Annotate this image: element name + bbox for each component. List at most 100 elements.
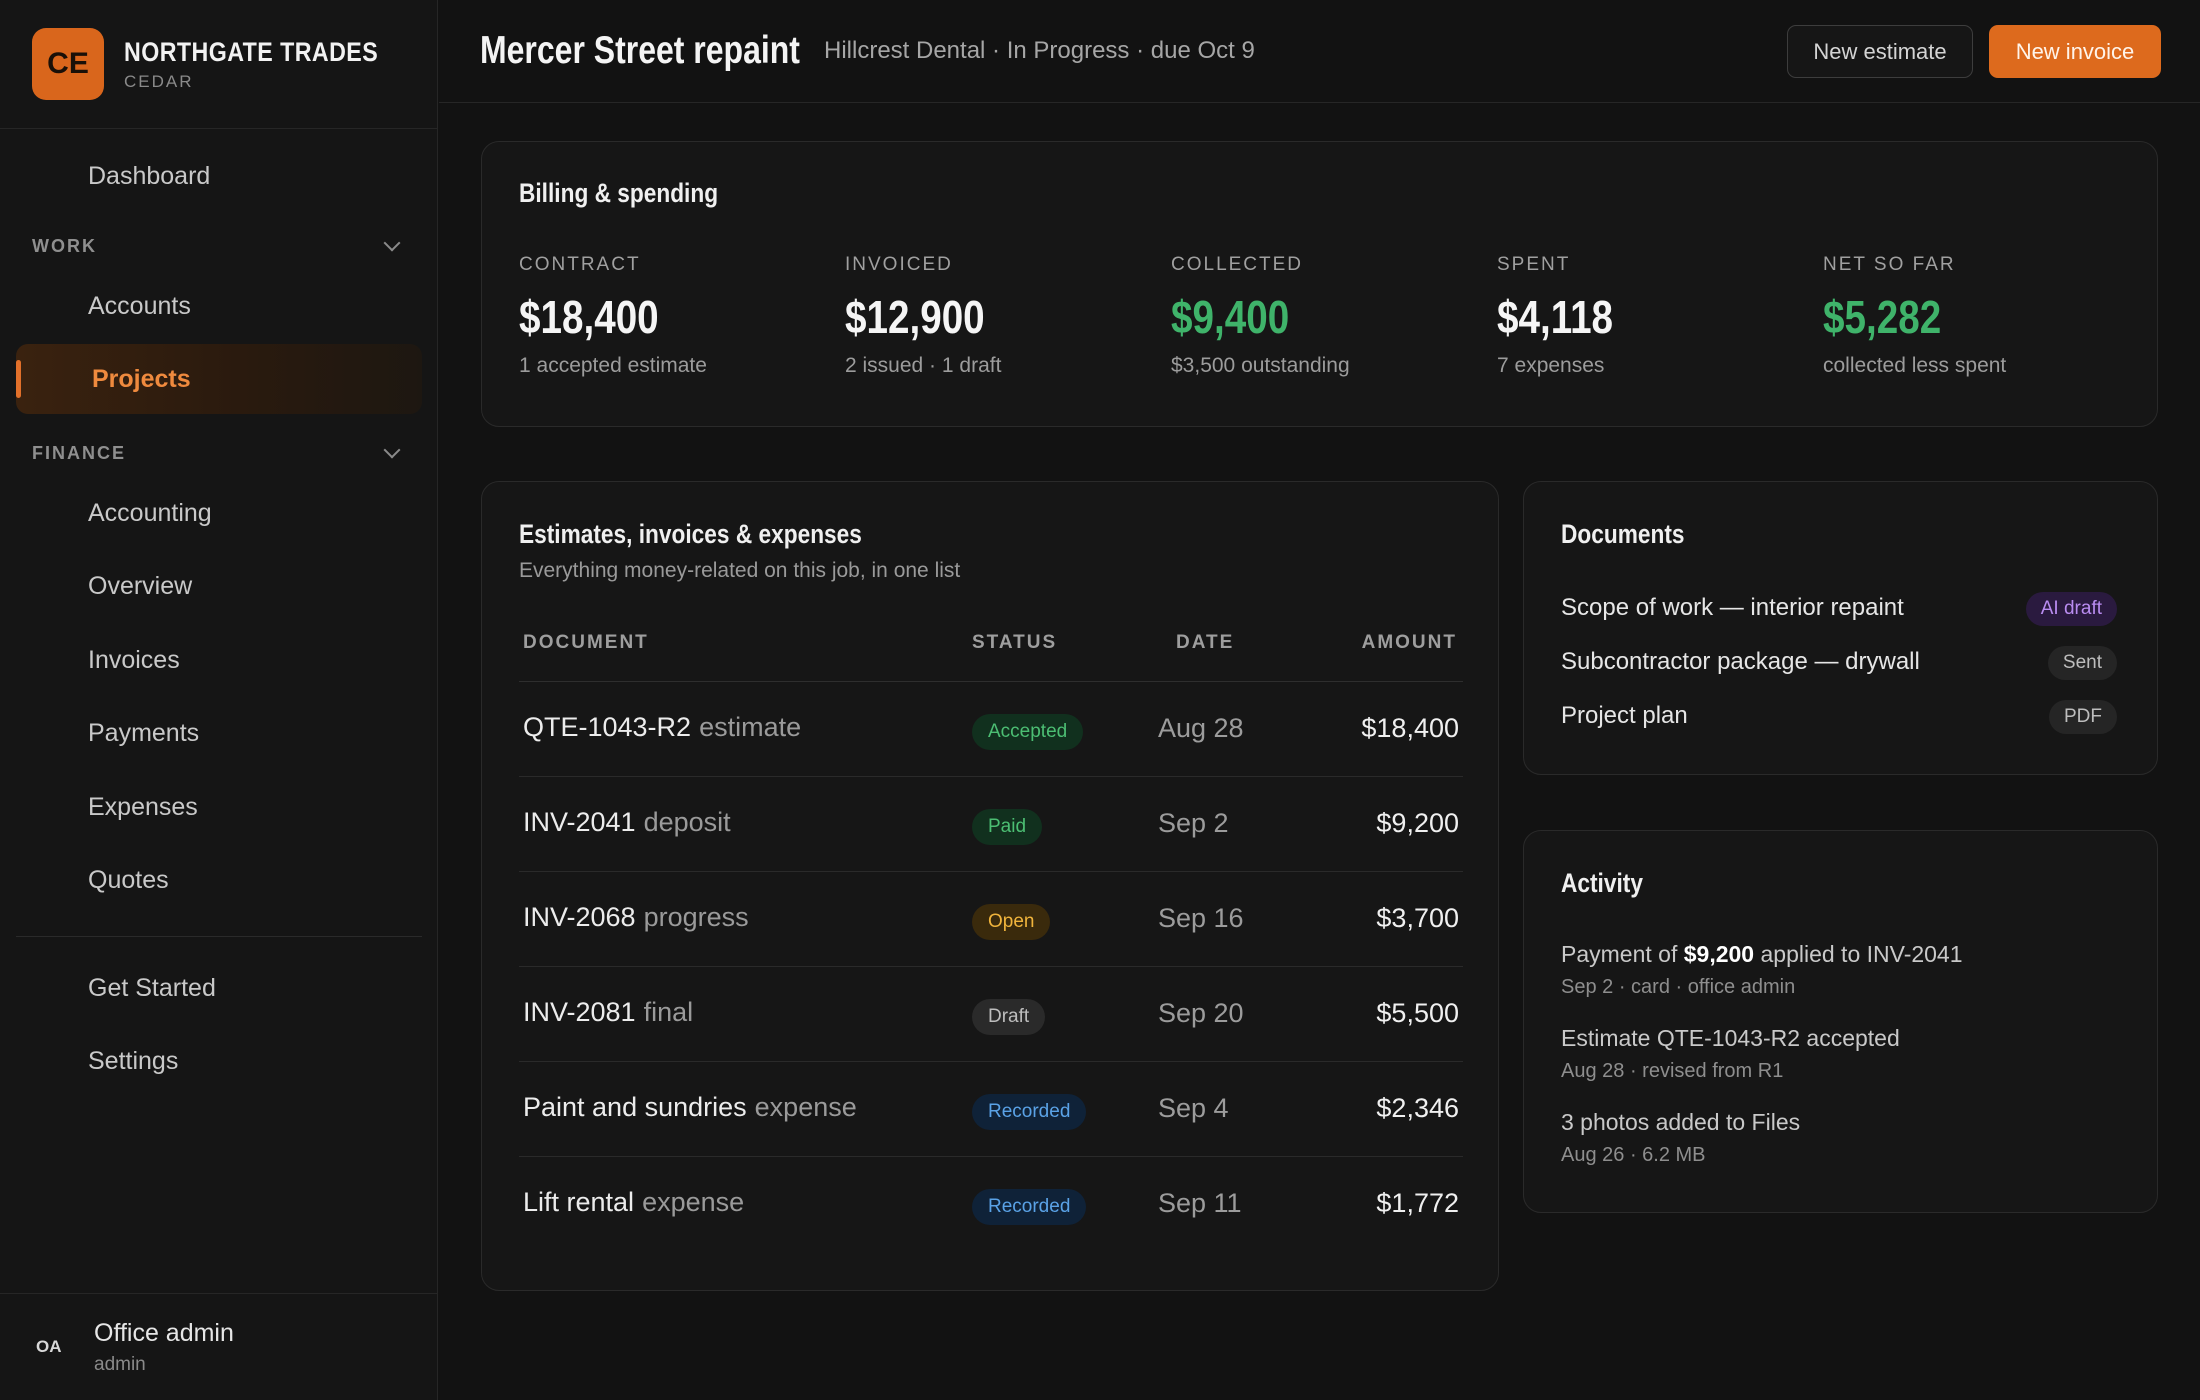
- metric-note: 2 issued · 1 draft: [845, 354, 1002, 377]
- activity-meta: Sep 2 · card · office admin: [1561, 976, 1796, 998]
- document-amount: $2,346: [1376, 1093, 1459, 1123]
- sidebar-divider: [16, 936, 422, 937]
- documents-title: Documents: [1561, 519, 1685, 549]
- document-amount: $18,400: [1361, 713, 1459, 743]
- document-item[interactable]: Scope of work — interior repaint AI draf…: [1561, 588, 2117, 628]
- activity-item: 3 photos added to Files Aug 26 · 6.2 MB: [1561, 1109, 2121, 1167]
- chevron-down-icon: [383, 441, 401, 459]
- metric-net: NET SO FAR $5,282 collected less spent: [1823, 254, 2123, 378]
- metric-value: $18,400: [519, 291, 659, 343]
- table-row[interactable]: INV-2068 progress Open Sep 16 $3,700: [519, 872, 1463, 967]
- document-kind: progress: [643, 902, 749, 932]
- status-badge: Paid: [972, 809, 1043, 845]
- sidebar-item-payments[interactable]: Payments: [88, 718, 200, 747]
- document-kind: estimate: [699, 712, 802, 742]
- metric-label: COLLECTED: [1171, 254, 1304, 275]
- metric-spent: SPENT $4,118 7 expenses: [1497, 254, 1797, 378]
- status-badge: Recorded: [972, 1094, 1087, 1130]
- sidebar-item-invoices[interactable]: Invoices: [88, 645, 180, 674]
- document-date: Aug 28: [1158, 713, 1244, 743]
- billing-title: Billing & spending: [519, 178, 719, 208]
- metric-note: 1 accepted estimate: [519, 354, 707, 377]
- metric-invoiced: INVOICED $12,900 2 issued · 1 draft: [845, 254, 1145, 378]
- ledger-subtitle: Everything money-related on this job, in…: [519, 559, 961, 582]
- column-header-document[interactable]: DOCUMENT: [523, 632, 649, 653]
- sidebar: CE NORTHGATE TRADES CEDAR Dashboard WORK…: [0, 0, 438, 1400]
- activity-text: 3 photos added to Files: [1561, 1109, 1801, 1135]
- status-badge: Recorded: [972, 1189, 1087, 1225]
- sidebar-section-finance[interactable]: FINANCE: [32, 438, 406, 468]
- metric-note: 7 expenses: [1497, 354, 1605, 377]
- activity-item: Estimate QTE-1043-R2 accepted Aug 28 · r…: [1561, 1025, 2121, 1083]
- status-badge: Draft: [972, 999, 1046, 1035]
- brand-name: NORTHGATE TRADES: [124, 36, 379, 67]
- document-id: INV-2081: [523, 997, 636, 1027]
- document-item[interactable]: Subcontractor package — drywall Sent: [1561, 642, 2117, 682]
- table-row[interactable]: Lift rental expense Recorded Sep 11 $1,77…: [519, 1157, 1463, 1252]
- document-id: Paint and sundries: [523, 1092, 747, 1122]
- metric-contract: CONTRACT $18,400 1 accepted estimate: [519, 254, 819, 378]
- table-row[interactable]: QTE-1043-R2 estimate Accepted Aug 28 $18,…: [519, 682, 1463, 777]
- document-date: Sep 2: [1158, 808, 1229, 838]
- document-id: Lift rental: [523, 1187, 635, 1217]
- status-badge: Accepted: [972, 714, 1084, 750]
- status-badge: Open: [972, 904, 1051, 940]
- sidebar-item-expenses[interactable]: Expenses: [88, 792, 198, 821]
- document-kind: deposit: [643, 807, 731, 837]
- brand-subtitle: CEDAR: [124, 71, 194, 91]
- document-kind: expense: [754, 1092, 857, 1122]
- user-menu[interactable]: OA Office admin admin: [0, 1293, 438, 1400]
- document-id: INV-2041: [523, 807, 636, 837]
- column-header-status[interactable]: STATUS: [972, 632, 1058, 653]
- activity-title: Activity: [1561, 868, 1643, 898]
- document-amount: $9,200: [1376, 808, 1459, 838]
- metric-collected: COLLECTED $9,400 $3,500 outstanding: [1171, 254, 1471, 378]
- sidebar-item-dashboard[interactable]: Dashboard: [88, 161, 211, 190]
- document-label: Project plan: [1561, 702, 1688, 729]
- sidebar-section-label: WORK: [32, 235, 97, 256]
- document-date: Sep 16: [1158, 903, 1244, 933]
- sidebar-item-get-started[interactable]: Get Started: [88, 973, 216, 1002]
- activity-text: Estimate QTE-1043-R2 accepted: [1561, 1025, 1900, 1051]
- document-date: Sep 4: [1158, 1093, 1229, 1123]
- new-estimate-button[interactable]: New estimate: [1787, 25, 1973, 78]
- sidebar-item-accounting[interactable]: Accounting: [88, 498, 212, 527]
- table-row[interactable]: Paint and sundries expense Recorded Sep 4…: [519, 1062, 1463, 1157]
- document-date: Sep 20: [1158, 998, 1244, 1028]
- table-row[interactable]: INV-2041 deposit Paid Sep 2 $9,200: [519, 777, 1463, 872]
- user-name: Office admin: [94, 1318, 234, 1347]
- page-title: Mercer Street repaint: [480, 29, 800, 72]
- sidebar-section-work[interactable]: WORK: [32, 231, 406, 261]
- column-header-date[interactable]: DATE: [1176, 632, 1235, 653]
- sidebar-item-overview[interactable]: Overview: [88, 571, 193, 600]
- sidebar-item-accounts[interactable]: Accounts: [88, 291, 191, 320]
- metric-value: $4,118: [1497, 291, 1614, 343]
- sidebar-item-projects[interactable]: Projects: [16, 344, 422, 414]
- brand[interactable]: CE NORTHGATE TRADES CEDAR: [0, 0, 437, 129]
- document-label: Subcontractor package — drywall: [1561, 648, 1920, 675]
- avatar: OA: [36, 1337, 62, 1356]
- sidebar-item-settings[interactable]: Settings: [88, 1046, 179, 1075]
- document-tag: PDF: [2049, 700, 2117, 734]
- document-amount: $1,772: [1376, 1188, 1459, 1218]
- documents-card: Documents Scope of work — interior repai…: [1523, 481, 2158, 775]
- column-header-amount[interactable]: AMOUNT: [1361, 632, 1457, 653]
- document-tag: Sent: [2047, 646, 2117, 680]
- new-invoice-button[interactable]: New invoice: [1989, 25, 2161, 78]
- chevron-down-icon: [383, 234, 401, 252]
- page-meta: Hillcrest Dental · In Progress · due Oct…: [824, 37, 1255, 64]
- activity-card: Activity Payment of $9,200 applied to IN…: [1523, 830, 2158, 1213]
- ledger-title: Estimates, invoices & expenses: [519, 519, 862, 549]
- document-amount: $5,500: [1376, 998, 1459, 1028]
- document-label: Scope of work — interior repaint: [1561, 594, 1904, 621]
- metric-label: NET SO FAR: [1823, 254, 1956, 275]
- table-row[interactable]: INV-2081 final Draft Sep 20 $5,500: [519, 967, 1463, 1062]
- sidebar-item-quotes[interactable]: Quotes: [88, 865, 169, 894]
- page-header: Mercer Street repaint Hillcrest Dental ·…: [439, 0, 2200, 103]
- document-item[interactable]: Project plan PDF: [1561, 696, 2117, 736]
- brand-logo: CE: [32, 28, 104, 100]
- metric-value: $5,282: [1823, 291, 1942, 343]
- document-id: INV-2068: [523, 902, 636, 932]
- ledger-card: Estimates, invoices & expenses Everythin…: [481, 481, 1499, 1291]
- document-date: Sep 11: [1158, 1188, 1242, 1218]
